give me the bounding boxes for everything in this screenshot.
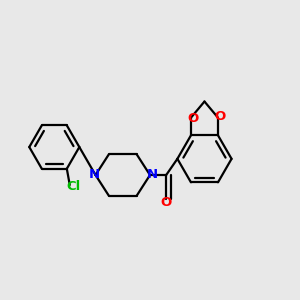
- Text: O: O: [188, 112, 199, 125]
- Text: N: N: [147, 168, 158, 181]
- Text: O: O: [215, 110, 226, 123]
- Text: N: N: [89, 168, 100, 181]
- Text: Cl: Cl: [67, 180, 81, 193]
- Text: O: O: [160, 196, 172, 208]
